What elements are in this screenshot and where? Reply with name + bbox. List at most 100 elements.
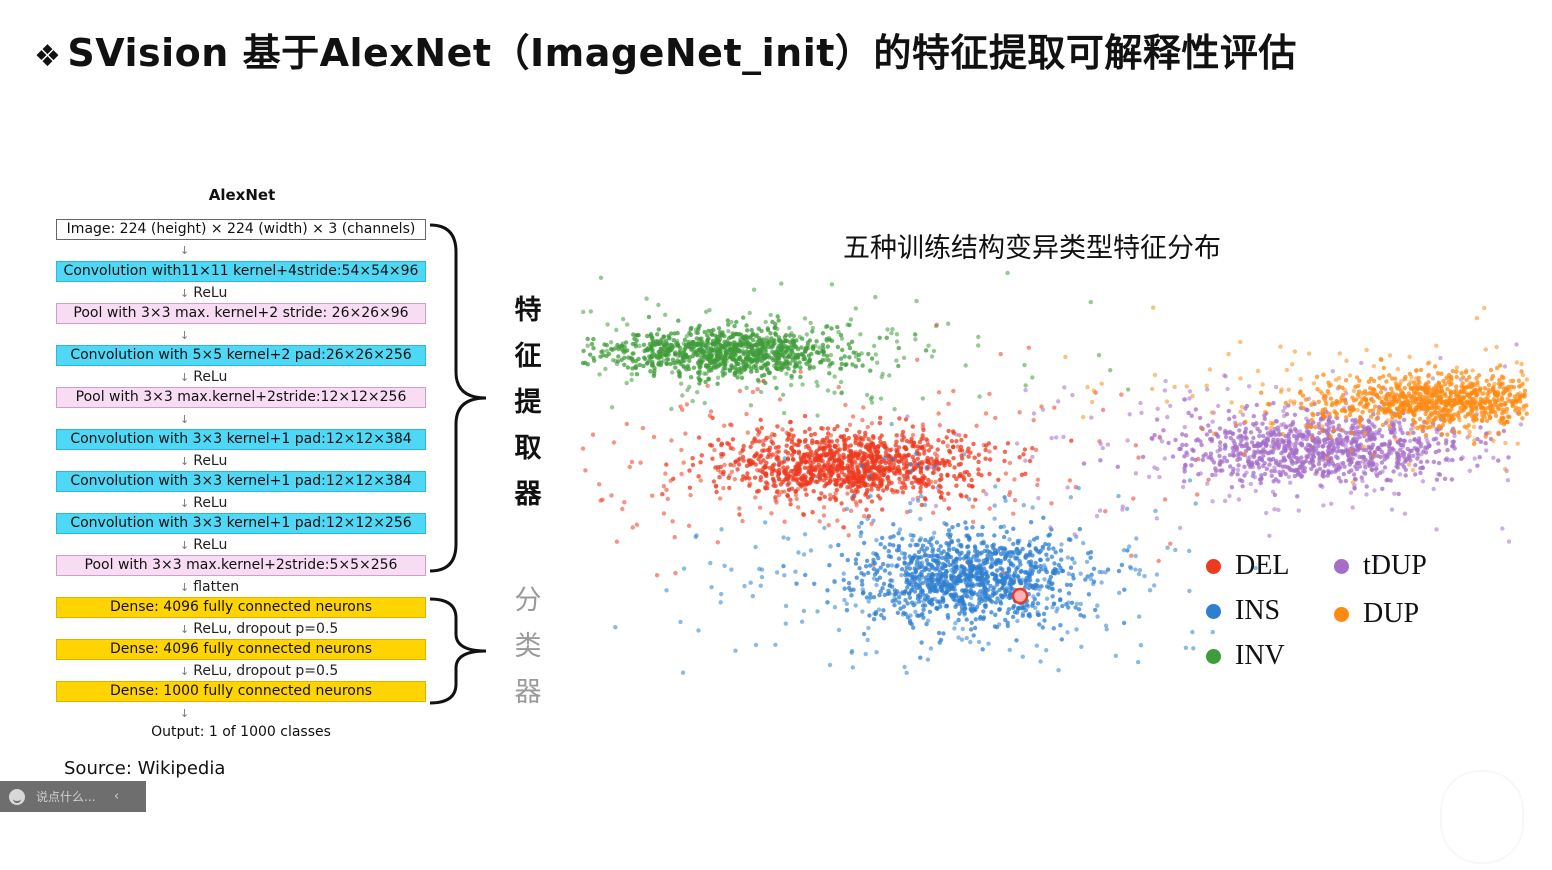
point — [781, 361, 787, 366]
point — [788, 497, 793, 502]
point — [825, 324, 830, 329]
point — [727, 367, 732, 372]
point — [946, 546, 952, 551]
point — [968, 568, 974, 573]
point — [660, 349, 666, 354]
point — [979, 473, 984, 478]
point — [1033, 586, 1038, 591]
point — [789, 427, 794, 432]
layer-conv2: Convolution with 5×5 kernel+2 pad:26×26×… — [56, 345, 426, 366]
point — [839, 501, 844, 506]
point — [848, 508, 854, 513]
point — [803, 487, 808, 492]
point — [1154, 417, 1160, 422]
point — [723, 366, 728, 371]
point — [821, 513, 827, 518]
point — [1229, 485, 1235, 490]
point — [894, 358, 899, 363]
point — [832, 605, 838, 610]
point — [835, 344, 841, 350]
point — [1515, 441, 1520, 446]
point — [826, 439, 832, 445]
point — [860, 464, 865, 469]
point — [896, 556, 902, 561]
point — [861, 405, 866, 410]
point — [706, 377, 711, 382]
point — [1423, 445, 1428, 450]
point — [871, 557, 876, 563]
point — [753, 642, 759, 648]
point — [737, 512, 742, 517]
point — [791, 333, 797, 339]
point — [1402, 451, 1407, 456]
point — [1346, 469, 1352, 475]
point — [753, 495, 758, 500]
point — [989, 564, 994, 569]
point — [1146, 474, 1152, 479]
point — [1278, 472, 1283, 477]
point — [827, 444, 832, 449]
point — [807, 338, 813, 343]
point — [899, 485, 904, 490]
point — [895, 563, 900, 568]
point — [1303, 446, 1309, 451]
point — [1226, 351, 1231, 357]
point — [821, 505, 827, 510]
point — [1021, 452, 1026, 457]
point — [1442, 476, 1448, 481]
point — [759, 567, 765, 572]
point — [1402, 385, 1407, 391]
point — [869, 499, 875, 504]
point — [860, 417, 865, 423]
point — [1190, 447, 1195, 452]
point — [1273, 384, 1279, 390]
point — [649, 361, 655, 367]
point — [876, 493, 881, 499]
point — [1035, 609, 1040, 615]
point — [1253, 488, 1258, 494]
point — [873, 610, 879, 615]
point — [919, 465, 924, 471]
point — [1053, 550, 1058, 555]
point — [900, 429, 906, 435]
point — [854, 435, 859, 441]
point — [1341, 471, 1346, 477]
point — [904, 670, 909, 675]
point — [1321, 438, 1327, 443]
point — [1014, 638, 1019, 643]
point — [810, 345, 815, 350]
point — [855, 484, 861, 489]
point — [1011, 603, 1017, 609]
point — [819, 491, 824, 496]
point — [1292, 412, 1298, 417]
point — [812, 431, 818, 437]
point — [850, 472, 855, 477]
point — [1227, 452, 1233, 458]
point — [857, 566, 862, 571]
point — [919, 640, 924, 645]
point — [1419, 452, 1424, 457]
point — [1031, 594, 1036, 599]
point — [661, 343, 666, 348]
point — [1030, 454, 1035, 460]
point — [1326, 468, 1331, 474]
point — [830, 360, 835, 366]
point — [709, 348, 715, 354]
point — [1503, 440, 1508, 446]
point — [899, 456, 905, 461]
connector-relu: ↓ ReLu — [180, 453, 228, 469]
point — [755, 387, 760, 392]
point — [722, 339, 727, 345]
point — [946, 459, 952, 464]
point — [722, 358, 728, 364]
point — [887, 571, 892, 576]
point — [1011, 526, 1016, 531]
point — [911, 475, 917, 480]
point — [821, 352, 826, 357]
point — [665, 496, 670, 502]
point — [1182, 397, 1188, 402]
point — [634, 372, 640, 377]
point — [798, 369, 803, 374]
point — [1334, 440, 1339, 446]
point — [1140, 454, 1146, 460]
